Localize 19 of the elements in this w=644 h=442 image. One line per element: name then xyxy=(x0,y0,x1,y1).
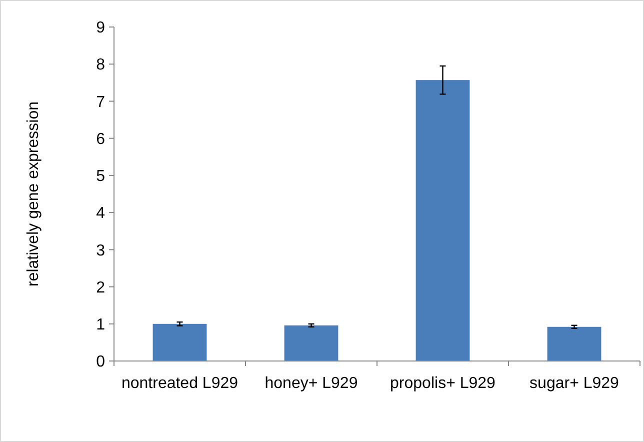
y-tick-label: 6 xyxy=(96,130,106,148)
bar xyxy=(284,325,338,361)
y-tick-label: 2 xyxy=(96,279,106,296)
x-tick-label: propolis+ L929 xyxy=(390,375,496,392)
y-axis-title: relatively gene expression xyxy=(25,102,42,286)
y-tick-label: 1 xyxy=(96,316,106,334)
y-tick-label: 0 xyxy=(96,354,106,371)
x-tick-label: sugar+ L929 xyxy=(530,375,620,392)
x-tick-label: nontreated L929 xyxy=(121,375,238,392)
y-tick-label: 7 xyxy=(96,94,106,111)
bar xyxy=(416,80,470,361)
y-tick-label: 3 xyxy=(96,242,106,260)
y-tick-label: 5 xyxy=(96,168,106,186)
bar xyxy=(547,326,602,361)
bar xyxy=(152,324,207,361)
y-tick-label: 4 xyxy=(96,205,106,222)
y-tick-label: 8 xyxy=(96,56,106,74)
x-tick-label: honey+ L929 xyxy=(264,375,358,392)
y-tick-label: 9 xyxy=(96,20,106,37)
